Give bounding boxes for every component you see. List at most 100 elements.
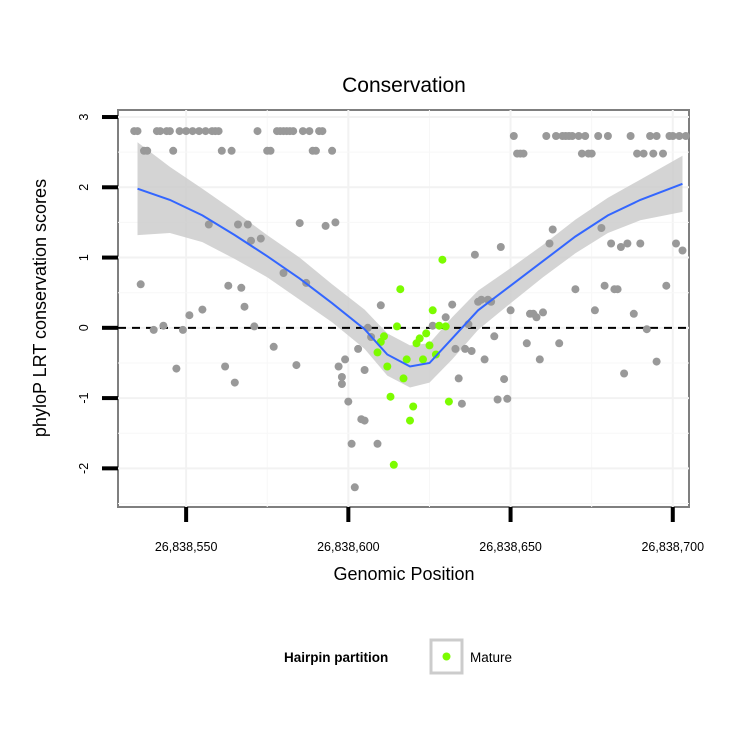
- other-point-63: [341, 355, 350, 364]
- other-point-30: [234, 220, 242, 229]
- other-point-67: [354, 344, 363, 353]
- other-point-2: [136, 280, 145, 289]
- other-point-129: [616, 243, 625, 251]
- other-point-10: [165, 127, 174, 136]
- other-point-110: [555, 339, 564, 348]
- other-point-15: [182, 127, 191, 136]
- other-point-37: [256, 234, 265, 243]
- other-point-132: [626, 132, 635, 140]
- other-point-48: [292, 361, 301, 370]
- other-point-99: [519, 149, 528, 158]
- other-point-36: [253, 127, 262, 136]
- x-tick-label-3: 26,838,700: [641, 540, 704, 554]
- other-point-64: [344, 397, 353, 406]
- other-point-90: [490, 332, 499, 341]
- other-point-65: [347, 439, 356, 448]
- other-point-11: [169, 146, 178, 155]
- other-point-29: [230, 378, 239, 387]
- confidence-band: [137, 142, 683, 388]
- other-point-123: [597, 224, 606, 232]
- other-point-14: [178, 325, 187, 334]
- other-point-91: [493, 395, 502, 404]
- mature-point-16: [425, 341, 434, 350]
- other-point-62: [337, 373, 346, 381]
- other-point-93: [500, 375, 509, 384]
- other-point-47: [289, 127, 298, 136]
- other-point-124: [600, 281, 609, 290]
- x-axis: 26,838,550 26,838,600 26,838,650 26,838,700: [155, 507, 704, 554]
- mature-point-2: [380, 332, 388, 341]
- mature-point-8: [399, 374, 408, 383]
- other-point-139: [649, 149, 658, 158]
- other-point-149: [681, 132, 690, 140]
- other-point-122: [594, 132, 603, 140]
- other-point-52: [305, 127, 314, 136]
- other-point-69: [360, 416, 369, 425]
- other-point-146: [672, 239, 680, 248]
- other-point-1: [133, 127, 142, 136]
- other-point-28: [227, 146, 236, 155]
- other-point-121: [590, 306, 599, 315]
- mature-point-22: [444, 397, 453, 406]
- other-point-17: [188, 127, 197, 136]
- other-point-118: [581, 132, 590, 140]
- other-point-140: [652, 132, 661, 140]
- other-point-19: [198, 305, 207, 314]
- other-point-95: [506, 306, 515, 315]
- other-point-103: [532, 313, 541, 322]
- y-axis: -2 -1 0 1 2 3: [77, 113, 118, 474]
- y-tick-label-0: -2: [77, 463, 91, 474]
- mature-point-3: [383, 362, 392, 371]
- other-point-81: [461, 344, 470, 353]
- other-point-128: [613, 285, 622, 294]
- other-point-106: [542, 132, 551, 140]
- other-point-141: [652, 357, 661, 366]
- other-point-57: [321, 221, 330, 230]
- mature-point-17: [428, 306, 437, 315]
- other-point-96: [509, 132, 518, 140]
- other-point-58: [328, 146, 337, 155]
- other-point-114: [568, 132, 577, 140]
- other-point-8: [159, 321, 168, 330]
- other-point-26: [221, 362, 230, 371]
- other-point-92: [496, 243, 505, 251]
- other-point-116: [574, 132, 583, 140]
- mature-point-20: [438, 255, 447, 264]
- other-point-56: [318, 127, 327, 136]
- mature-point-10: [406, 416, 414, 425]
- mature-point-6: [393, 322, 401, 331]
- other-point-138: [646, 132, 655, 140]
- mature-point-5: [389, 460, 398, 469]
- mature-point-4: [386, 392, 395, 401]
- other-points-series: [130, 127, 690, 492]
- other-point-137: [642, 325, 651, 334]
- other-point-105: [539, 308, 547, 317]
- other-point-145: [668, 132, 677, 140]
- other-point-125: [603, 132, 612, 140]
- other-point-79: [454, 374, 463, 383]
- x-tick-label-2: 26,838,650: [479, 540, 542, 554]
- other-point-33: [243, 220, 252, 229]
- legend-label-mature: Mature: [470, 650, 512, 665]
- other-point-147: [675, 132, 684, 140]
- other-point-86: [477, 295, 486, 304]
- other-point-12: [172, 364, 181, 373]
- other-point-135: [636, 239, 645, 248]
- other-point-126: [607, 239, 616, 248]
- other-point-84: [470, 250, 479, 259]
- legend-key-mature-dot: [442, 652, 451, 661]
- mature-point-21: [441, 322, 450, 331]
- other-point-5: [149, 325, 158, 334]
- other-point-87: [480, 355, 489, 364]
- other-point-143: [662, 281, 671, 290]
- other-point-21: [204, 220, 213, 229]
- other-point-24: [214, 127, 223, 136]
- mature-point-14: [419, 355, 427, 364]
- other-point-136: [639, 149, 648, 158]
- other-point-43: [279, 269, 288, 277]
- other-point-61: [337, 380, 346, 388]
- other-point-107: [545, 239, 554, 248]
- plot-panel: [117, 109, 690, 508]
- y-tick-label-5: 3: [77, 113, 91, 120]
